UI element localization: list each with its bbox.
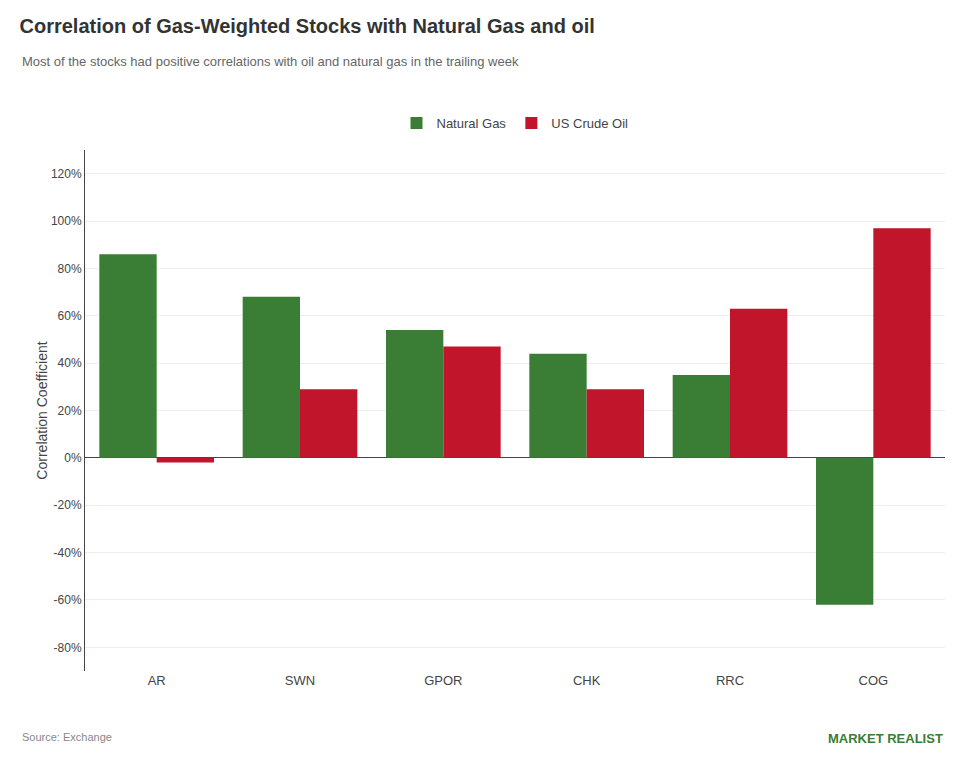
svg-text:20%: 20% <box>58 404 82 418</box>
svg-text:80%: 80% <box>58 262 82 276</box>
svg-text:-20%: -20% <box>54 498 82 512</box>
svg-text:-40%: -40% <box>54 546 82 560</box>
svg-text:MARKET REALIST: MARKET REALIST <box>828 731 943 746</box>
svg-text:60%: 60% <box>58 309 82 323</box>
svg-text:US Crude Oil: US Crude Oil <box>551 116 628 131</box>
svg-text:SWN: SWN <box>285 673 315 688</box>
svg-text:Source: Exchange: Source: Exchange <box>22 731 112 743</box>
svg-text:CHK: CHK <box>573 673 601 688</box>
svg-text:Natural Gas: Natural Gas <box>437 116 507 131</box>
svg-text:0%: 0% <box>64 451 82 465</box>
svg-text:COG: COG <box>859 673 889 688</box>
svg-text:AR: AR <box>148 673 166 688</box>
svg-text:-80%: -80% <box>54 641 82 655</box>
svg-text:Most of the stocks had positiv: Most of the stocks had positive correlat… <box>22 54 519 69</box>
svg-text:Correlation Coefficient: Correlation Coefficient <box>34 341 50 479</box>
svg-text:RRC: RRC <box>716 673 744 688</box>
svg-text:-60%: -60% <box>54 593 82 607</box>
svg-text:40%: 40% <box>58 356 82 370</box>
svg-text:100%: 100% <box>51 214 82 228</box>
svg-text:120%: 120% <box>51 167 82 181</box>
svg-text:Correlation of Gas-Weighted St: Correlation of Gas-Weighted Stocks with … <box>20 15 595 37</box>
svg-text:GPOR: GPOR <box>424 673 462 688</box>
